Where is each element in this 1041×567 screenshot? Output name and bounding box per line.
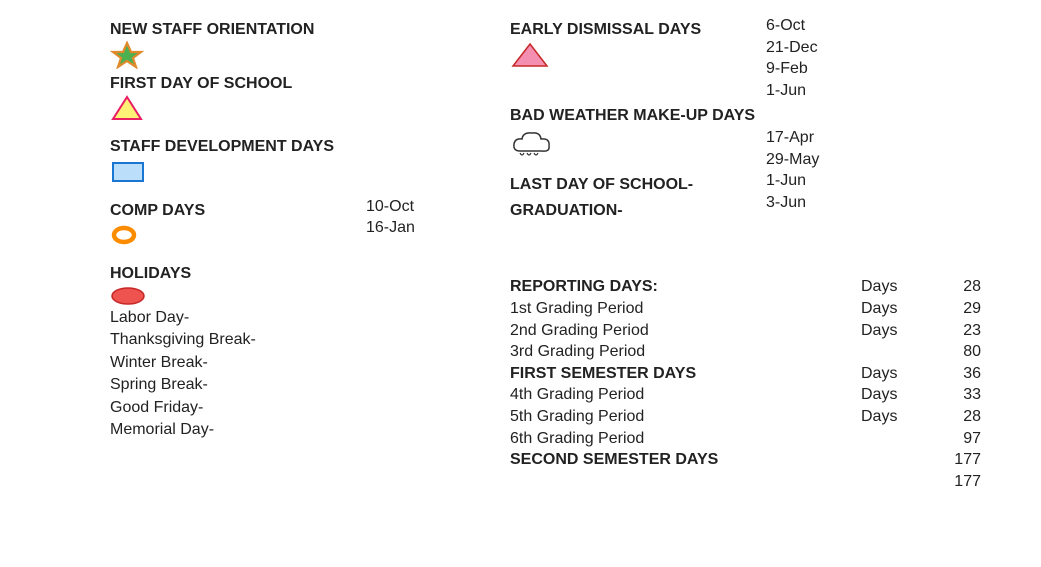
holiday-item: Spring Break- <box>110 374 510 396</box>
rep-label: 6th Grading Period <box>510 428 861 450</box>
early-dates: 6-Oct 21-Dec 9-Feb 1-Jun <box>766 15 846 101</box>
triangle-pink-icon <box>510 41 760 69</box>
table-row: 6th Grading Period 97 <box>510 428 981 450</box>
rep-num: 177 <box>931 471 981 493</box>
rep-num: 33 <box>931 384 981 406</box>
rep-days-word: Days <box>861 384 931 406</box>
rep-num: 28 <box>931 406 981 428</box>
holidays-list: Labor Day- Thanksgiving Break- Winter Br… <box>110 307 510 441</box>
table-row: REPORTING DAYS:Days28 <box>510 276 981 298</box>
first-day-title: FIRST DAY OF SCHOOL <box>110 73 510 95</box>
cloud-icon <box>510 127 760 161</box>
rep-days-word: Days <box>861 276 931 298</box>
table-row: 2nd Grading PeriodDays23 <box>510 320 981 342</box>
holiday-item: Labor Day- <box>110 307 510 329</box>
bad-weather-title: BAD WEATHER MAKE-UP DAYS <box>510 105 981 127</box>
rep-label: 4th Grading Period <box>510 384 861 406</box>
donut-icon <box>110 221 360 249</box>
ellipse-icon <box>110 285 510 307</box>
early-dismissal-title: EARLY DISMISSAL DAYS <box>510 19 760 41</box>
cloud-shape <box>514 133 549 151</box>
triangle-yellow-icon <box>110 94 510 122</box>
table-row: SECOND SEMESTER DAYS 177 <box>510 449 981 471</box>
rep-label: 2nd Grading Period <box>510 320 861 342</box>
last-day-dates: 1-Jun 3-Jun <box>766 170 846 213</box>
comp-dates: 10-Oct 16-Jan <box>366 196 415 239</box>
bad-weather-date: 17-Apr <box>766 127 846 149</box>
rep-days-word: Days <box>861 298 931 320</box>
rep-label: FIRST SEMESTER DAYS <box>510 363 861 385</box>
holiday-item: Winter Break- <box>110 352 510 374</box>
staff-dev-title: STAFF DEVELOPMENT DAYS <box>110 136 510 158</box>
table-row: 4th Grading PeriodDays33 <box>510 384 981 406</box>
table-row: FIRST SEMESTER DAYSDays36 <box>510 363 981 385</box>
bad-weather-dates: 17-Apr 29-May <box>766 127 846 170</box>
rep-days-word <box>861 341 931 363</box>
rep-label <box>510 471 861 493</box>
rep-label: 1st Grading Period <box>510 298 861 320</box>
rep-num: 23 <box>931 320 981 342</box>
early-dismissal-block: EARLY DISMISSAL DAYS 6-Oct 21-Dec 9-Feb … <box>510 15 981 101</box>
rep-num: 28 <box>931 276 981 298</box>
rep-label: SECOND SEMESTER DAYS <box>510 449 861 471</box>
rep-days-word <box>861 449 931 471</box>
reporting-table: REPORTING DAYS:Days281st Grading PeriodD… <box>510 276 981 492</box>
rep-num: 80 <box>931 341 981 363</box>
bad-weather-row: 17-Apr 29-May <box>510 127 981 170</box>
early-date: 9-Feb <box>766 58 846 80</box>
early-date: 1-Jun <box>766 80 846 102</box>
comp-date-0: 10-Oct <box>366 196 415 218</box>
holiday-item: Good Friday- <box>110 397 510 419</box>
rep-label: REPORTING DAYS: <box>510 276 861 298</box>
rep-num: 29 <box>931 298 981 320</box>
table-row: 1st Grading PeriodDays29 <box>510 298 981 320</box>
right-column: EARLY DISMISSAL DAYS 6-Oct 21-Dec 9-Feb … <box>510 15 981 552</box>
star-icon <box>110 41 510 69</box>
last-day-date: 3-Jun <box>766 192 846 214</box>
rep-days-word: Days <box>861 363 931 385</box>
left-column: NEW STAFF ORIENTATION FIRST DAY OF SCHOO… <box>110 15 510 552</box>
last-day-line2: GRADUATION- <box>510 200 760 222</box>
rep-label: 5th Grading Period <box>510 406 861 428</box>
rep-label: 3rd Grading Period <box>510 341 861 363</box>
comp-date-1: 16-Jan <box>366 217 415 239</box>
rep-days-word: Days <box>861 406 931 428</box>
triangle-yellow-fill <box>113 97 141 119</box>
rep-num: 36 <box>931 363 981 385</box>
new-staff-title: NEW STAFF ORIENTATION <box>110 19 510 41</box>
comp-days-block: COMP DAYS 10-Oct 16-Jan <box>110 196 510 250</box>
rectangle-icon <box>110 158 510 186</box>
rep-days-word: Days <box>861 320 931 342</box>
calendar-legend-page: NEW STAFF ORIENTATION FIRST DAY OF SCHOO… <box>0 0 1041 567</box>
early-date: 6-Oct <box>766 15 846 37</box>
table-row: 177 <box>510 471 981 493</box>
comp-days-title: COMP DAYS <box>110 200 360 222</box>
bad-weather-date: 29-May <box>766 149 846 171</box>
triangle-pink-fill <box>513 44 547 66</box>
holiday-item: Memorial Day- <box>110 419 510 441</box>
table-row: 5th Grading PeriodDays28 <box>510 406 981 428</box>
last-day-date: 1-Jun <box>766 170 846 192</box>
rep-days-word <box>861 428 931 450</box>
cloud-rain <box>520 153 538 155</box>
early-date: 21-Dec <box>766 37 846 59</box>
rect-fill <box>113 163 143 181</box>
holidays-title: HOLIDAYS <box>110 263 510 285</box>
table-row: 3rd Grading Period 80 <box>510 341 981 363</box>
holiday-item: Thanksgiving Break- <box>110 329 510 351</box>
last-day-block: LAST DAY OF SCHOOL- GRADUATION- 1-Jun 3-… <box>510 170 981 221</box>
donut-shape <box>114 228 134 242</box>
last-day-line1: LAST DAY OF SCHOOL- <box>510 174 760 196</box>
rep-days-word <box>861 471 931 493</box>
rep-num: 97 <box>931 428 981 450</box>
rep-num: 177 <box>931 449 981 471</box>
